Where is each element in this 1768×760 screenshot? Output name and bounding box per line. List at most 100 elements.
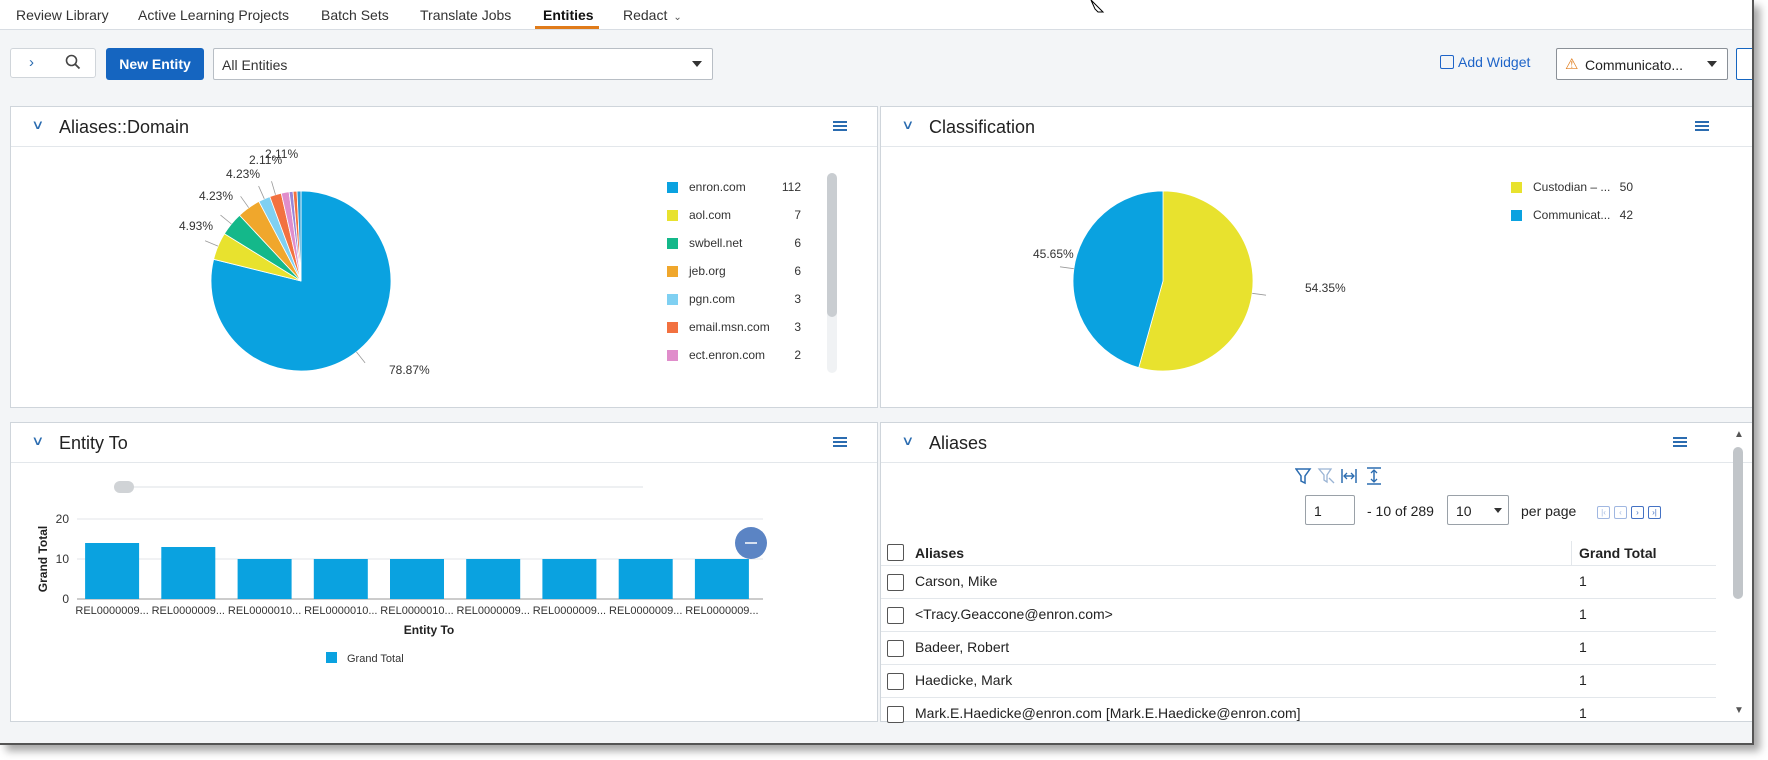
caret-down-icon: [1707, 61, 1717, 67]
legend-label[interactable]: Grand Total: [347, 653, 404, 665]
collapse-chevron-icon[interactable]: ∨: [901, 433, 915, 448]
column-header-grand-total[interactable]: Grand Total: [1579, 545, 1657, 561]
legend-swatch: [326, 652, 337, 663]
widget-classification: ∨ Classification 54.35% 45.65% Custodian…: [880, 106, 1752, 408]
expand-panel-chevron-icon[interactable]: ›: [29, 54, 34, 71]
tab-active-learning-projects[interactable]: Active Learning Projects: [138, 7, 289, 23]
legend-item[interactable]: Custodian – ... 50: [1511, 179, 1633, 197]
per-page-select[interactable]: 10: [1447, 495, 1509, 525]
legend-item[interactable]: Communicat... 42: [1511, 207, 1633, 225]
tab-entities[interactable]: Entities: [543, 7, 594, 23]
legend-count: 2: [794, 348, 801, 362]
widget-menu-icon[interactable]: [1673, 437, 1687, 447]
select-all-checkbox[interactable]: [887, 544, 904, 561]
scroll-down-icon[interactable]: ▼: [1734, 705, 1744, 716]
table-row[interactable]: Mark.E.Haedicke@enron.com [Mark.E.Haedic…: [881, 697, 1716, 730]
prev-page-icon[interactable]: ‹: [1614, 506, 1627, 519]
add-widget-button[interactable]: Add Widget: [1440, 54, 1530, 70]
search-icon[interactable]: [65, 54, 81, 74]
legend-count: 6: [794, 236, 801, 250]
pie-leader-line: [220, 214, 232, 225]
cell-grand-total: 1: [1579, 573, 1587, 589]
next-page-icon[interactable]: ›: [1631, 506, 1644, 519]
legend-item[interactable]: ect.enron.com 2: [667, 347, 801, 365]
clear-filter-icon[interactable]: [1317, 468, 1335, 484]
first-page-icon[interactable]: |‹: [1597, 506, 1610, 519]
column-divider: [1571, 541, 1572, 565]
legend-item[interactable]: email.msn.com 3: [667, 319, 801, 337]
legend-item[interactable]: jeb.org 6: [667, 263, 801, 281]
new-entity-button[interactable]: New Entity: [106, 48, 204, 80]
table-row[interactable]: Badeer, Robert 1: [881, 631, 1716, 664]
cell-grand-total: 1: [1579, 606, 1587, 622]
tab-batch-sets[interactable]: Batch Sets: [321, 7, 389, 23]
entity-view-select[interactable]: All Entities: [213, 48, 713, 80]
pie-leader-line: [1252, 292, 1267, 296]
widget-header: ∨ Aliases::Domain: [11, 107, 877, 147]
x-axis-title: Entity To: [404, 623, 454, 637]
legend-scroll-track[interactable]: [827, 173, 837, 373]
collapse-chevron-icon[interactable]: ∨: [31, 433, 45, 448]
last-page-icon[interactable]: ›|: [1648, 506, 1661, 519]
widget-menu-icon[interactable]: [1695, 121, 1709, 131]
table-tools: [1294, 467, 1391, 490]
legend-item[interactable]: enron.com 112: [667, 179, 801, 197]
caret-down-icon: [692, 61, 702, 67]
warning-icon: ⚠: [1565, 56, 1579, 73]
zoom-range-handle[interactable]: [114, 481, 134, 493]
legend-count: 6: [794, 264, 801, 278]
widget-header: ∨ Entity To: [11, 423, 877, 463]
scroll-up-icon[interactable]: ▲: [1734, 429, 1744, 440]
legend-item[interactable]: pgn.com 3: [667, 291, 801, 309]
panel-toggle-group: ›: [10, 48, 96, 78]
bar[interactable]: [85, 543, 140, 599]
tab-review-library[interactable]: Review Library: [16, 7, 109, 23]
legend-item[interactable]: aol.com 7: [667, 207, 801, 225]
bar[interactable]: [694, 559, 749, 599]
row-checkbox[interactable]: [887, 673, 904, 690]
widget-title: Aliases::Domain: [59, 117, 190, 137]
fit-height-icon[interactable]: [1367, 467, 1381, 485]
pie-slice[interactable]: [296, 190, 302, 282]
legend-item[interactable]: swbell.net 6: [667, 235, 801, 253]
bar[interactable]: [618, 559, 673, 599]
row-checkbox[interactable]: [887, 574, 904, 591]
bar[interactable]: [313, 559, 368, 599]
y-tick-label: 10: [56, 552, 70, 566]
bar[interactable]: [542, 559, 597, 599]
fit-width-icon[interactable]: [1341, 469, 1357, 483]
tab-translate-jobs[interactable]: Translate Jobs: [420, 7, 512, 23]
widget-menu-icon[interactable]: [833, 121, 847, 131]
bar[interactable]: [390, 559, 444, 599]
collapse-chevron-icon[interactable]: ∨: [901, 117, 915, 132]
table-row[interactable]: Haedicke, Mark 1: [881, 664, 1716, 697]
page-number-input[interactable]: 1: [1305, 495, 1355, 525]
table-scrollbar[interactable]: ▲ ▼: [1731, 429, 1745, 719]
scrollbar-thumb[interactable]: [1733, 447, 1743, 599]
pie-leader-line: [240, 196, 250, 208]
widget-menu-icon[interactable]: [833, 437, 847, 447]
entity-view-value: All Entities: [222, 57, 288, 73]
pager-nav: |‹ ‹ › ›|: [1597, 506, 1667, 522]
pie-slice[interactable]: [1072, 190, 1164, 369]
dashboard-options-button[interactable]: [1736, 48, 1752, 80]
legend-label: ect.enron.com: [689, 348, 766, 362]
widget-header: ∨ Classification: [881, 107, 1752, 147]
column-header-aliases[interactable]: Aliases: [915, 545, 965, 561]
row-checkbox[interactable]: [887, 640, 904, 657]
row-checkbox[interactable]: [887, 607, 904, 624]
collapse-chevron-icon[interactable]: ∨: [31, 117, 45, 132]
table-row[interactable]: <Tracy.Geaccone@enron.com> 1: [881, 598, 1716, 631]
filter-icon[interactable]: [1294, 468, 1312, 485]
tab-redact[interactable]: Redact ⌄: [623, 7, 682, 23]
legend-scrollbar-thumb[interactable]: [827, 173, 837, 317]
pie-slice[interactable]: [1138, 190, 1254, 372]
bar[interactable]: [161, 547, 216, 599]
table-row[interactable]: Carson, Mike 1: [881, 565, 1716, 598]
dashboard-select[interactable]: ⚠ Communicato...: [1556, 48, 1728, 80]
bar[interactable]: [466, 559, 521, 599]
x-tick-label: REL0000009...: [609, 605, 682, 617]
row-checkbox[interactable]: [887, 706, 904, 723]
bar[interactable]: [237, 559, 292, 599]
x-tick-label: REL0000010...: [380, 605, 453, 617]
